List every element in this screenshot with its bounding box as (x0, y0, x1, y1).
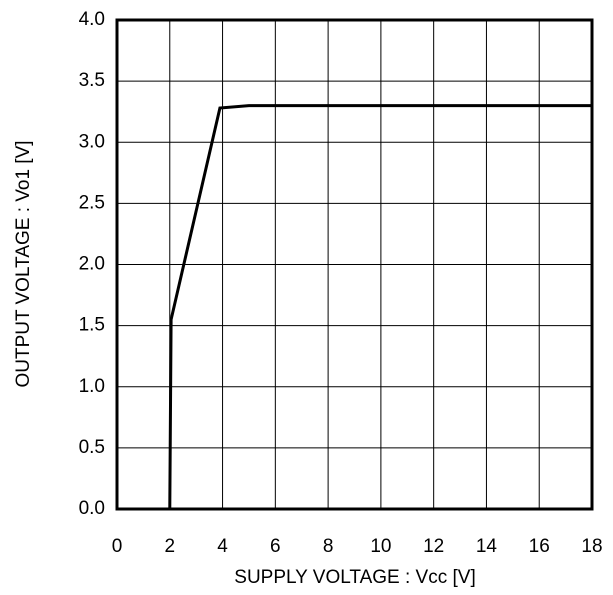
y-tick-label: 2.5 (79, 192, 105, 213)
x-tick-label: 18 (581, 536, 602, 557)
x-tick-label: 12 (423, 536, 444, 557)
x-tick-label: 4 (217, 536, 228, 557)
x-axis-label: SUPPLY VOLTAGE : Vcc [V] (234, 567, 475, 588)
y-tick-label: 2.0 (79, 254, 105, 275)
x-tick-label: 2 (164, 536, 175, 557)
x-tick-label: 16 (529, 536, 550, 557)
plot-frame (115, 18, 594, 511)
x-tick-label: 10 (370, 536, 391, 557)
x-tick-label: 6 (270, 536, 281, 557)
data-line (168, 104, 592, 510)
x-tick-label: 8 (323, 536, 334, 557)
y-tick-label: 0.5 (79, 437, 105, 458)
x-tick-label: 14 (476, 536, 498, 557)
y-tick-label: 3.0 (79, 131, 105, 152)
y-tick-label: 4.0 (79, 9, 105, 30)
y-axis-label: OUTPUT VOLTAGE : Vo1 [V] (13, 140, 34, 387)
y-tick-label: 1.5 (79, 315, 105, 336)
y-tick-label: 0.0 (79, 498, 105, 519)
x-tick-label: 0 (112, 536, 123, 557)
y-tick-label: 3.5 (79, 70, 105, 91)
y-tick-label: 1.0 (79, 376, 105, 397)
